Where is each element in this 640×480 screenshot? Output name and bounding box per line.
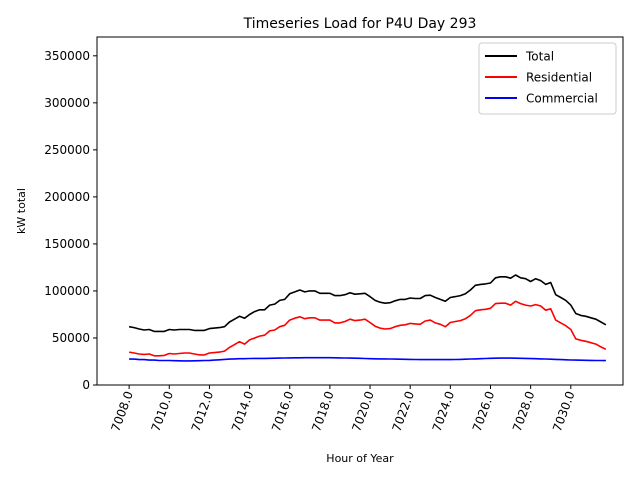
series-lines <box>128 274 607 362</box>
series-line-residential <box>128 300 607 357</box>
y-tick-label: 300000 <box>44 96 90 110</box>
y-axis-ticks: 0 50000 100000 150000 200000 250000 300000 3500… <box>44 49 97 392</box>
legend-label-commercial: Commercial <box>526 92 598 106</box>
y-tick-label: 200000 <box>44 190 90 204</box>
series-line-commercial <box>129 356 606 362</box>
y-tick-label: 350000 <box>44 49 90 63</box>
legend-label-residential: Residential <box>526 71 592 85</box>
y-tick-label: 50000 <box>52 331 90 345</box>
y-axis-label: kW total <box>15 188 28 234</box>
chart-title: Timeseries Load for P4U Day 293 <box>243 16 477 32</box>
legend-box <box>478 42 617 115</box>
plot-frame <box>96 36 624 386</box>
y-tick-label: 100000 <box>44 284 90 298</box>
y-tick-label: 0 <box>82 378 90 392</box>
y-tick-label: 150000 <box>44 237 90 251</box>
legend-label-total: Total <box>525 50 554 64</box>
y-tick-label: 250000 <box>44 143 90 157</box>
legend: Total Residential Commercial <box>478 42 617 115</box>
x-axis-label: Hour of Year <box>326 452 394 465</box>
series-line-total <box>128 274 607 333</box>
